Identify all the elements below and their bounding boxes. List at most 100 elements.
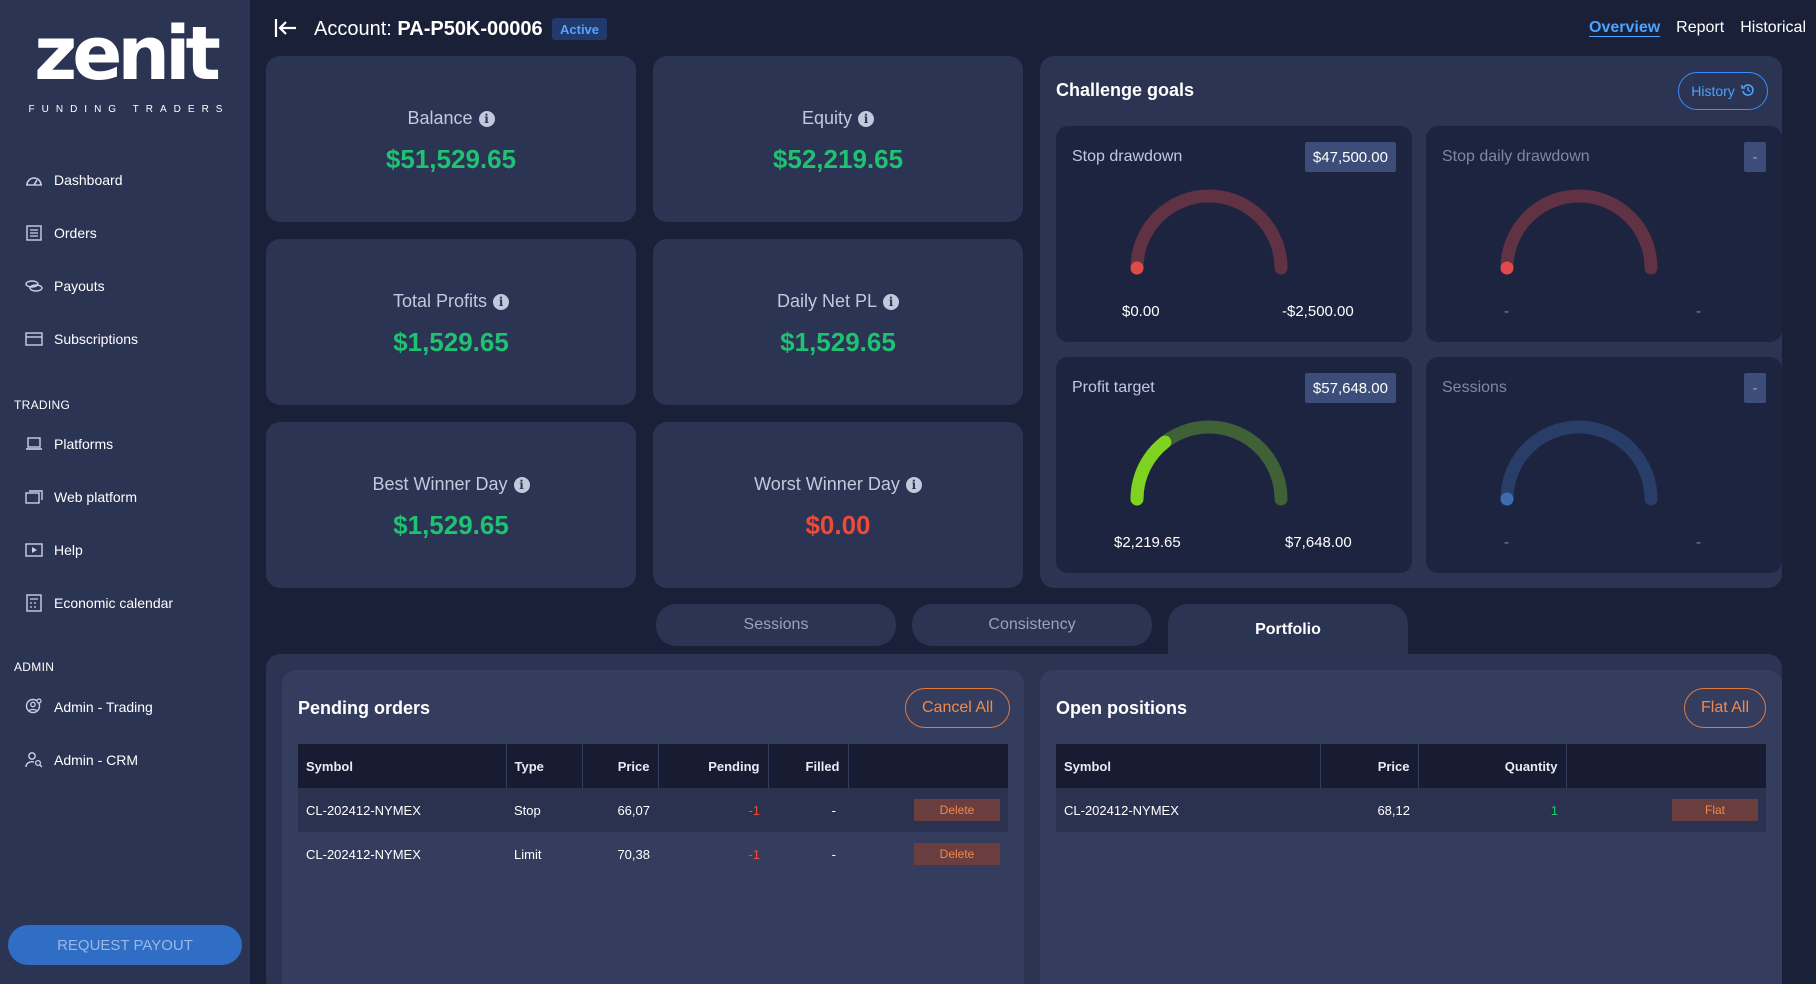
gauge-max: - bbox=[1696, 303, 1701, 320]
sidebar-item-label: Economic calendar bbox=[54, 595, 174, 611]
gauge-sessions: Sessions - - - bbox=[1426, 357, 1782, 573]
col-symbol[interactable]: Symbol bbox=[298, 744, 507, 788]
flat-all-button[interactable]: Flat All bbox=[1684, 688, 1767, 728]
sidebar-item-subscriptions[interactable]: Subscriptions bbox=[24, 330, 138, 348]
gauge-max: $7,648.00 bbox=[1285, 534, 1352, 551]
cell-filled: - bbox=[831, 846, 836, 862]
table-row: CL-202412-NYMEX Stop 66,07 -1 - Delete bbox=[298, 788, 1008, 832]
sidebar-item-label: Dashboard bbox=[54, 172, 123, 188]
gauge-max: -$2,500.00 bbox=[1282, 303, 1354, 320]
stat-card-daily-net-pl: Daily Net PL i $1,529.65 bbox=[653, 239, 1023, 405]
account-id: PA-P50K-00006 bbox=[397, 18, 543, 40]
brand-tagline: FUNDING TRADERS bbox=[28, 104, 230, 115]
info-icon[interactable]: i bbox=[858, 110, 875, 127]
tab-sessions[interactable]: Sessions bbox=[656, 604, 896, 646]
gauge-label: Sessions bbox=[1442, 379, 1507, 396]
history-button[interactable]: History bbox=[1678, 72, 1768, 110]
col-price[interactable]: Price bbox=[1320, 744, 1419, 788]
table-row: CL-202412-NYMEX Limit 70,38 -1 - Delete bbox=[298, 832, 1008, 876]
delete-button[interactable]: Delete bbox=[914, 799, 1000, 821]
brand-name: zenit bbox=[34, 11, 221, 97]
stat-card-balance: Balance i $51,529.65 bbox=[266, 56, 636, 222]
section-heading-trading: TRADING bbox=[14, 398, 71, 412]
flat-button[interactable]: Flat bbox=[1672, 799, 1758, 821]
coins-icon bbox=[24, 277, 44, 295]
stat-value: $1,529.65 bbox=[780, 327, 896, 357]
gauge-track bbox=[1500, 420, 1658, 506]
gauge-badge: $47,500.00 bbox=[1304, 142, 1396, 172]
section-heading-admin: ADMIN bbox=[14, 660, 55, 674]
gauge-label: Stop drawdown bbox=[1072, 148, 1183, 165]
cancel-all-button[interactable]: Cancel All bbox=[905, 688, 1011, 728]
tab-overview[interactable]: Overview bbox=[1589, 19, 1661, 36]
panel-title: Open positions bbox=[1056, 698, 1188, 718]
cell-pending: -1 bbox=[658, 788, 768, 832]
gauge-profit-target: Profit target $57,648.00 $2,219.65 $7,64… bbox=[1056, 357, 1412, 573]
panel-title: Challenge goals bbox=[1056, 80, 1195, 100]
video-icon bbox=[24, 541, 44, 559]
info-icon[interactable]: i bbox=[478, 110, 495, 127]
sidebar-item-economic-calendar[interactable]: Economic calendar bbox=[24, 594, 173, 612]
top-tabs: Overview Report Historical bbox=[1589, 19, 1806, 37]
gauge-arc bbox=[1500, 420, 1658, 506]
sidebar-item-label: Platforms bbox=[54, 436, 114, 452]
history-label: History bbox=[1691, 83, 1735, 99]
gauge-min: $0.00 bbox=[1122, 303, 1160, 320]
sidebar-item-label: Orders bbox=[54, 225, 97, 241]
gauge-badge: - bbox=[1744, 373, 1766, 403]
gauge-fill bbox=[1130, 435, 1172, 506]
calendar-icon bbox=[24, 594, 44, 612]
sidebar-item-label: Admin - CRM bbox=[54, 752, 139, 768]
history-icon bbox=[1741, 83, 1755, 100]
info-icon[interactable]: i bbox=[493, 293, 510, 310]
gauge-marker bbox=[1500, 492, 1514, 506]
tab-consistency[interactable]: Consistency bbox=[912, 604, 1152, 646]
stat-label: Daily Net PL bbox=[776, 291, 878, 311]
open-positions-panel: Open positions Flat All Symbol Price Qua… bbox=[1040, 670, 1782, 984]
gauge-arc bbox=[1130, 189, 1288, 275]
col-symbol[interactable]: Symbol bbox=[1056, 744, 1321, 788]
tab-report[interactable]: Report bbox=[1676, 19, 1725, 36]
col-type[interactable]: Type bbox=[506, 744, 583, 788]
info-icon[interactable]: i bbox=[513, 476, 530, 493]
info-icon[interactable]: i bbox=[883, 293, 900, 310]
col-pending[interactable]: Pending bbox=[658, 744, 769, 788]
page-title: Account: PA-P50K-00006 bbox=[314, 18, 543, 41]
gauge-min: - bbox=[1504, 303, 1509, 320]
stat-label: Worst Winner Day bbox=[754, 474, 900, 494]
sidebar-item-admin-trading[interactable]: Admin - Trading bbox=[24, 698, 153, 716]
gauge-max: - bbox=[1696, 534, 1701, 551]
sidebar-item-dashboard[interactable]: Dashboard bbox=[24, 171, 123, 189]
stat-value: $51,529.65 bbox=[385, 144, 517, 174]
sidebar-item-orders[interactable]: Orders bbox=[24, 224, 97, 242]
stat-value: $1,529.65 bbox=[393, 510, 509, 540]
cell-symbol: CL-202412-NYMEX bbox=[306, 846, 421, 862]
gauge-stop-daily-drawdown: Stop daily drawdown - - - bbox=[1426, 126, 1782, 342]
tab-portfolio[interactable]: Portfolio bbox=[1168, 604, 1408, 656]
cell-filled: - bbox=[768, 788, 848, 832]
info-icon[interactable]: i bbox=[905, 476, 922, 493]
sidebar-item-web-platform[interactable]: Web platform bbox=[24, 488, 137, 506]
sidebar-item-help[interactable]: Help bbox=[24, 541, 83, 559]
open-positions-table: Symbol Price Quantity CL-202412-NYMEX 68… bbox=[1056, 744, 1766, 832]
request-payout-button[interactable]: REQUEST PAYOUT bbox=[8, 925, 242, 965]
sidebar-item-label: Subscriptions bbox=[54, 331, 139, 347]
gauge-marker bbox=[1130, 261, 1144, 275]
col-quantity[interactable]: Quantity bbox=[1418, 744, 1567, 788]
gauge-badge: - bbox=[1744, 142, 1766, 172]
gauge-badge: $57,648.00 bbox=[1304, 373, 1396, 403]
sidebar-item-payouts[interactable]: Payouts bbox=[24, 277, 105, 295]
window-icon bbox=[24, 488, 44, 506]
col-price[interactable]: Price bbox=[582, 744, 659, 788]
sidebar-item-platforms[interactable]: Platforms bbox=[24, 435, 113, 453]
tab-historical[interactable]: Historical bbox=[1740, 19, 1806, 36]
brand-logo[interactable]: zenit FUNDING TRADERS bbox=[0, 14, 250, 115]
col-filled[interactable]: Filled bbox=[768, 744, 849, 788]
delete-button[interactable]: Delete bbox=[914, 843, 1000, 865]
back-arrow-icon[interactable] bbox=[273, 16, 299, 40]
sidebar-item-admin-crm[interactable]: Admin - CRM bbox=[24, 751, 138, 769]
gauge-min: - bbox=[1504, 534, 1509, 551]
cell-quantity: 1 bbox=[1418, 788, 1566, 832]
stat-value: $1,529.65 bbox=[393, 327, 509, 357]
stat-card-total-profits: Total Profits i $1,529.65 bbox=[266, 239, 636, 405]
